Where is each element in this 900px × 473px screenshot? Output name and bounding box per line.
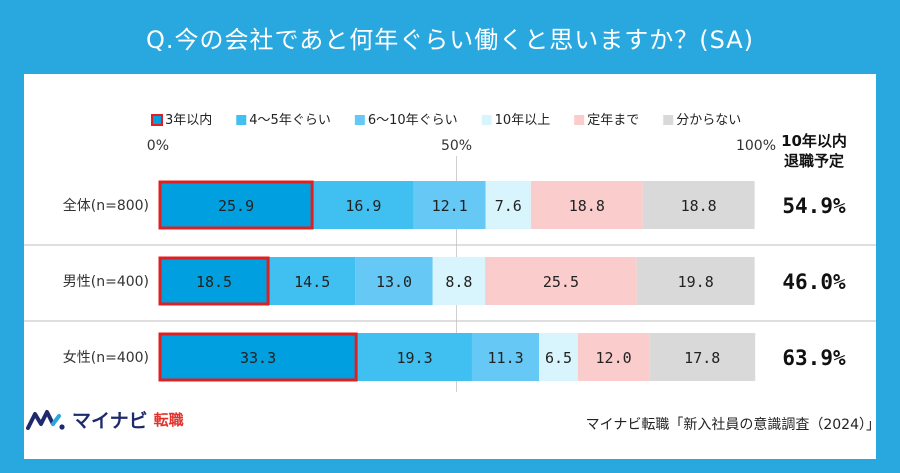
legend-swatch <box>151 114 163 126</box>
bar-value-label: 8.8 <box>445 273 472 291</box>
highlight-outline <box>158 256 270 306</box>
bar-segment <box>577 333 650 381</box>
bar-value-label: 16.9 <box>345 197 381 215</box>
bar-value-label: 25.9 <box>218 197 254 215</box>
bar-segment <box>355 257 433 305</box>
bar-segment <box>159 181 314 229</box>
bar-segment <box>159 333 358 381</box>
bar-value-label: 18.8 <box>569 197 605 215</box>
bar-segment <box>432 257 486 305</box>
bar-segment <box>159 257 270 305</box>
mynavi-logo-icon <box>26 409 65 430</box>
bar-value-label: 11.3 <box>488 349 524 367</box>
legend-swatch <box>663 115 674 125</box>
bar-segment <box>642 181 755 229</box>
summary-header: 退職予定 <box>784 152 844 170</box>
bar-segment <box>649 333 756 381</box>
bar-value-label: 18.5 <box>196 273 232 291</box>
category-label: 女性(n=400) <box>63 349 149 366</box>
category-label: 全体(n=800) <box>63 197 149 214</box>
bar-value-label: 25.5 <box>543 273 579 291</box>
bar-value-label: 7.6 <box>495 197 522 215</box>
summary-header: 10年以内 <box>781 132 847 150</box>
bar-segment <box>357 333 472 381</box>
bar-value-label: 19.8 <box>678 273 714 291</box>
legend-swatch <box>236 115 247 125</box>
brand-sub: 転職 <box>153 411 184 429</box>
legend-swatch <box>574 115 585 125</box>
category-label: 男性(n=400) <box>63 274 149 290</box>
summary-value: 46.0% <box>782 270 846 294</box>
legend-label: 6〜10年ぐらい <box>368 113 458 128</box>
bar-value-label: 13.0 <box>376 273 412 291</box>
bar-segment <box>313 181 414 229</box>
legend-label: 3年以内 <box>165 112 212 128</box>
source-note: マイナビ転職「新入社員の意識調査（2024）」 <box>585 417 880 433</box>
legend-label: 分からない <box>676 113 741 128</box>
bar-value-label: 12.0 <box>596 349 632 367</box>
bar-segment <box>413 181 486 229</box>
highlight-outline <box>158 332 358 382</box>
bar-segment <box>485 181 531 229</box>
bar-segment <box>530 181 643 229</box>
legend-label: 4〜5年ぐらい <box>249 113 331 128</box>
bar-segment <box>471 333 540 381</box>
summary-value: 63.9% <box>782 346 846 370</box>
legend-swatch <box>354 115 365 125</box>
axis-tick-label: 50% <box>441 138 472 154</box>
summary-value: 54.9% <box>782 194 846 218</box>
bar-value-label: 18.8 <box>681 197 717 215</box>
bar-segment <box>485 257 637 305</box>
bar-value-label: 19.3 <box>396 349 432 367</box>
axis-tick-label: 100% <box>736 138 776 154</box>
bar-value-label: 17.8 <box>684 349 720 367</box>
brand-name: マイナビ <box>72 410 148 432</box>
legend-swatch <box>481 115 492 125</box>
axis-tick-label: 0% <box>147 138 169 154</box>
chart-panel: 3年以内 4〜5年ぐらい 6〜10年ぐらい 10年以上 定年まで 分からない 0% 50% 10… <box>24 74 876 459</box>
question-title: Q.今の会社であと何年ぐらい働くと思いますか？(SA) <box>145 25 755 54</box>
bar-segment <box>539 333 578 381</box>
legend-label: 定年まで <box>587 113 639 128</box>
highlight-outline <box>158 180 314 230</box>
bar-value-label: 6.5 <box>545 349 572 367</box>
bar-segment <box>636 257 755 305</box>
legend-label: 10年以上 <box>495 113 551 128</box>
bar-value-label: 33.3 <box>240 349 276 367</box>
bar-value-label: 12.1 <box>432 197 468 215</box>
bar-segment <box>269 257 356 305</box>
bar-value-label: 14.5 <box>294 273 330 291</box>
stacked-bar-chart: 3年以内 4〜5年ぐらい 6〜10年ぐらい 10年以上 定年まで 分からない 0% 50% 10… <box>24 112 876 392</box>
brand-logo: マイナビ 転職 <box>26 406 184 433</box>
